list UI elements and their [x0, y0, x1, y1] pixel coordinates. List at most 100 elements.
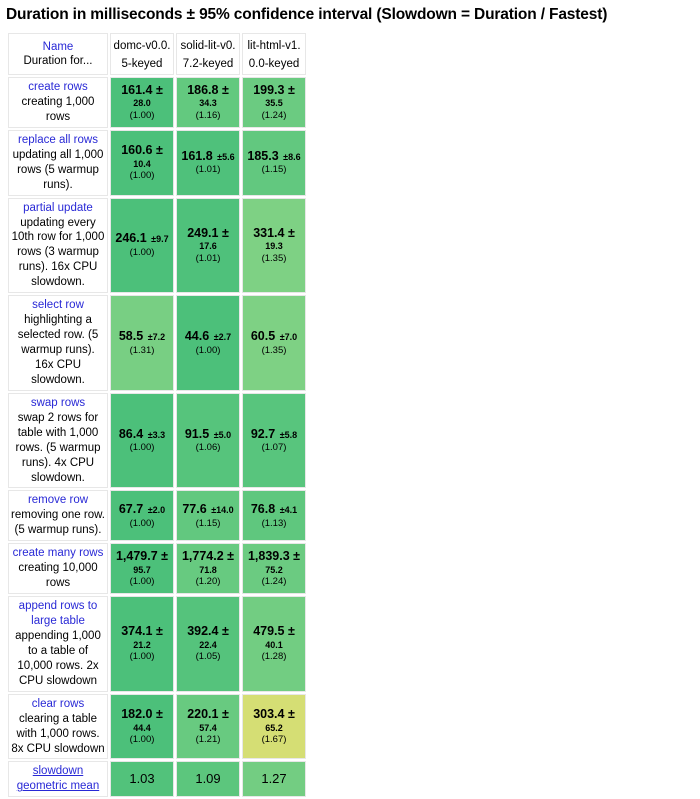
result-duration: 58.5 ±7.2 [113, 329, 171, 345]
slowdown-factor: (1.15) [195, 517, 221, 529]
header-name-link[interactable]: Name [42, 40, 74, 53]
result-cell: 86.4 ±3.3 (1.00) [110, 392, 174, 489]
result-cell: 303.4 ±65.2 (1.67) [242, 693, 306, 760]
result-duration: 182.0 ± [121, 707, 163, 721]
header-impl-label: solid-lit-v0.7.2-keyed [180, 40, 236, 71]
duration-value: 91.5 [184, 426, 210, 441]
confidence-interval: 57.4 [199, 722, 217, 733]
benchmark-name-link[interactable]: swap rows [30, 396, 86, 409]
duration-value: 60.5 [250, 329, 276, 344]
result-duration: 92.7 ±5.8 [245, 427, 303, 443]
slowdown-factor: (1.00) [129, 575, 155, 587]
benchmark-description: updating every 10th row for 1,000 rows (… [11, 216, 105, 289]
benchmark-name-link[interactable]: clear rows [31, 697, 85, 710]
benchmark-name-cell: clear rows clearing a table with 1,000 ro… [8, 693, 108, 760]
geometric-mean-cell: 1.03 [110, 761, 174, 798]
result-duration: 67.7 ±2.0 [113, 502, 171, 518]
result-cell: 479.5 ±40.1 (1.28) [242, 596, 306, 692]
duration-value: 249.1 [187, 225, 219, 240]
result-duration: 86.4 ±3.3 [113, 427, 171, 443]
result-cell: 182.0 ±44.4 (1.00) [110, 693, 174, 760]
result-duration: 76.8 ±4.1 [245, 502, 303, 518]
result-cell: 44.6 ±2.7 (1.00) [176, 295, 240, 391]
slowdown-factor: (1.24) [261, 575, 287, 587]
benchmark-name-link[interactable]: create many rows [12, 547, 104, 560]
geometric-mean-link[interactable]: slowdown geometric mean [16, 765, 100, 793]
benchmark-description: creating 1,000 rows [21, 95, 95, 123]
slowdown-factor: (1.00) [129, 651, 155, 663]
duration-value: 1,774.2 [181, 549, 224, 564]
confidence-interval: ±4.1 [277, 504, 298, 515]
duration-value: 67.7 [118, 501, 144, 516]
result-cell: 1,774.2 ±71.8 (1.20) [176, 543, 240, 595]
benchmark-name-cell: remove row removing one row. (5 warmup ru… [8, 490, 108, 542]
table-row: select row highlighting a selected row. (… [8, 295, 306, 391]
slowdown-factor: (1.00) [129, 442, 155, 454]
benchmark-name-cell: create rows creating 1,000 rows [8, 77, 108, 128]
table-row: replace all rows updating all 1,000 rows … [8, 129, 306, 196]
slowdown-factor: (1.01) [195, 164, 221, 176]
confidence-interval: 10.4 [133, 158, 151, 169]
slowdown-factor: (1.00) [129, 517, 155, 529]
duration-value: 246.1 [115, 231, 147, 246]
slowdown-factor: (1.00) [129, 170, 155, 181]
result-duration: 91.5 ±5.0 [179, 427, 237, 443]
benchmark-name-link[interactable]: remove row [27, 494, 89, 507]
result-cell: 1,479.7 ±95.7 (1.00) [110, 543, 174, 595]
benchmark-name-link[interactable]: select row [32, 299, 84, 312]
result-duration: 77.6 ±14.0 [179, 502, 237, 518]
result-duration: 199.3 ± [253, 82, 295, 97]
benchmark-name-cell: partial update updating every 10th row fo… [8, 197, 108, 294]
result-duration: 374.1 ± [121, 624, 163, 639]
header-impl-domc: domc-v0.0.5-keyed [110, 33, 174, 76]
confidence-interval: 35.5 [265, 98, 283, 109]
benchmark-name-link[interactable]: replace all rows [18, 133, 98, 146]
confidence-interval: ±14.0 [208, 504, 234, 515]
benchmark-name-link[interactable]: create rows [28, 81, 88, 94]
duration-value: 160.6 [121, 143, 153, 158]
result-cell: 77.6 ±14.0 (1.15) [176, 490, 240, 542]
slowdown-factor: (1.13) [261, 517, 287, 529]
slowdown-factor: (1.16) [195, 109, 221, 121]
slowdown-factor: (1.24) [261, 109, 287, 121]
confidence-interval: ±7.2 [145, 332, 166, 343]
result-cell: 58.5 ±7.2 (1.31) [110, 295, 174, 391]
table-row: clear rows clearing a table with 1,000 ro… [8, 693, 306, 760]
geometric-mean-value: 1.09 [195, 770, 221, 786]
slowdown-factor: (1.05) [195, 651, 221, 663]
benchmark-name-link[interactable]: partial update [23, 201, 93, 214]
result-duration: 161.8 ±5.6 [179, 149, 237, 165]
slowdown-factor: (1.35) [261, 252, 287, 264]
slowdown-factor: (1.00) [129, 109, 155, 121]
page-title: Duration in milliseconds ± 95% confidenc… [6, 6, 608, 23]
duration-value: 392.4 [187, 624, 219, 639]
table-row: partial update updating every 10th row fo… [8, 197, 306, 294]
result-duration: 44.6 ±2.7 [179, 329, 237, 345]
duration-value: 1,479.7 [115, 549, 158, 564]
duration-value: 1,839.3 [247, 549, 290, 564]
result-duration: 303.4 ± [253, 707, 295, 721]
table-header: Name Duration for... domc-v0.0.5-keyed s… [8, 33, 306, 76]
confidence-interval: ±7.0 [277, 332, 298, 343]
table-row: swap rows swap 2 rows for table with 1,00… [8, 392, 306, 489]
header-name-subtitle: Duration for... [23, 55, 93, 68]
slowdown-factor: (1.15) [261, 164, 287, 176]
geometric-mean-value: 1.03 [129, 770, 155, 786]
slowdown-factor: (1.31) [129, 344, 155, 356]
duration-value: 161.8 [181, 148, 213, 163]
duration-value: 374.1 [121, 624, 153, 639]
result-cell: 220.1 ±57.4 (1.21) [176, 693, 240, 760]
slowdown-factor: (1.35) [261, 344, 287, 356]
benchmark-results-table: Name Duration for... domc-v0.0.5-keyed s… [6, 31, 308, 799]
confidence-interval: 44.4 [133, 722, 151, 733]
result-duration: 1,839.3 ± [247, 549, 301, 564]
slowdown-factor: (1.00) [129, 733, 155, 745]
duration-value: 44.6 [184, 329, 210, 344]
slowdown-factor: (1.06) [195, 442, 221, 454]
duration-value: 479.5 [253, 624, 285, 639]
slowdown-factor: (1.28) [261, 651, 287, 663]
benchmark-description: removing one row. (5 warmup runs). [11, 509, 105, 537]
benchmark-name-link[interactable]: append rows to large table [18, 600, 98, 628]
benchmark-description: clearing a table with 1,000 rows. 8x CPU… [11, 712, 105, 755]
confidence-interval: 40.1 [265, 639, 283, 650]
